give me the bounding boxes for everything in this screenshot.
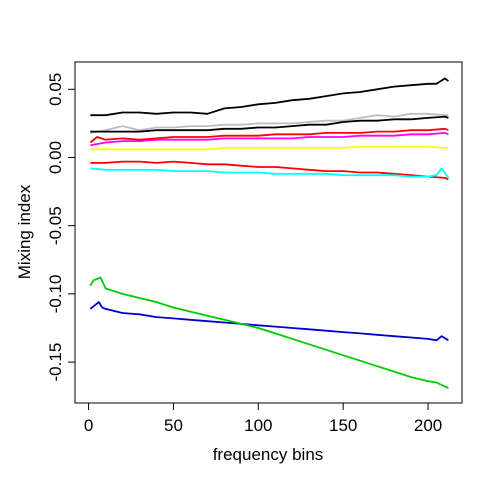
y-axis-label: Mixing index (15, 184, 34, 279)
x-tick-label: 100 (244, 416, 272, 435)
x-axis: 0 50 100 150 200 (84, 402, 442, 435)
x-tick-label: 0 (84, 416, 93, 435)
series-line-5 (89, 127, 449, 144)
series-layer (89, 77, 450, 389)
series-line-1 (90, 77, 449, 117)
y-tick-label: 0.00 (46, 141, 65, 174)
x-tick-label: 150 (329, 416, 357, 435)
y-tick-label: -0.10 (46, 275, 65, 314)
series-line-4 (90, 132, 449, 147)
x-tick-label: 200 (414, 416, 442, 435)
series-line-7 (90, 160, 449, 181)
y-tick-label: 0.05 (46, 73, 65, 106)
series-line-8 (90, 167, 450, 179)
series-line-3 (90, 115, 449, 133)
x-axis-label: frequency bins (213, 445, 324, 464)
series-line-2 (90, 112, 449, 134)
series-line-10 (89, 276, 449, 389)
y-tick-label: -0.05 (46, 206, 65, 245)
series-line-6 (90, 145, 449, 151)
y-tick-label: -0.15 (46, 343, 65, 382)
y-axis: -0.15 -0.10 -0.05 0.00 0.05 (46, 73, 76, 382)
series-line-9 (89, 301, 449, 342)
x-tick-label: 50 (164, 416, 183, 435)
